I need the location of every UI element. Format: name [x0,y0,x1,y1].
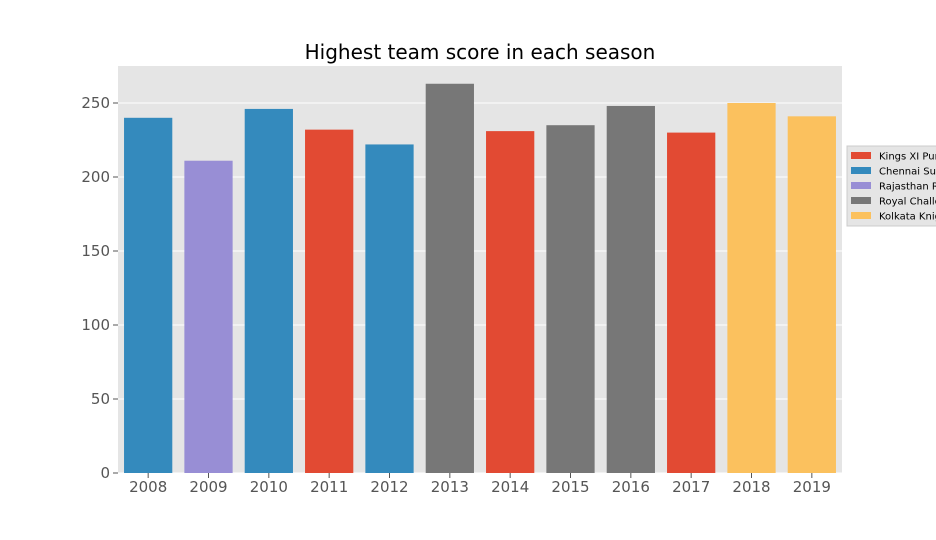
legend-label: Kolkata Knight Riders [879,212,936,223]
gridlines [118,102,842,474]
legend-swatch [851,167,871,174]
legend-swatch [851,212,871,219]
bar-2016 [606,105,655,474]
legend-label: Chennai Super Kings [879,167,936,178]
bar-2008 [124,117,173,474]
y-tick-label: 150 [81,242,110,260]
y-tick-label: 50 [91,390,110,408]
y-tick-label: 100 [81,316,110,334]
x-tick-label: 2010 [250,478,288,496]
x-tick-label: 2011 [310,478,348,496]
x-tick-label: 2009 [189,478,227,496]
legend-swatch [851,152,871,159]
bar-2011 [305,129,354,473]
bar-2009 [184,160,233,473]
x-axis-ticks: 2008 2009 2010 2011 2012 2013 2014 2015 2016 2017… [129,473,831,496]
bar-2015 [546,125,595,473]
y-axis-ticks: 0 50 100 150 200 250 [81,94,118,482]
x-tick-label: 2008 [129,478,167,496]
x-tick-label: 2019 [793,478,831,496]
x-tick-label: 2013 [431,478,469,496]
y-tick-label: 0 [100,464,110,482]
x-tick-label: 2014 [491,478,529,496]
legend: Kings XI Punjab Chennai Super Kings Rajast… [846,145,936,227]
legend-swatch [851,182,871,189]
y-tick-label: 200 [81,168,110,186]
legend-swatch [851,197,871,204]
plot-area [118,66,842,473]
chart-title: Highest team score in each season [305,40,656,64]
legend-label: Kings XI Punjab [879,152,936,163]
y-tick-label: 250 [81,94,110,112]
x-tick-label: 2016 [612,478,650,496]
x-tick-label: 2018 [732,478,770,496]
bar-2014 [486,131,535,473]
bar-2010 [244,108,293,474]
bar-2017 [667,132,716,473]
bar-2013 [425,83,474,473]
x-tick-label: 2017 [672,478,710,496]
legend-label: Royal Challengers Bangalore [879,197,936,208]
bar-2018 [727,103,776,473]
x-tick-label: 2012 [370,478,408,496]
bar-2019 [787,116,836,473]
legend-label: Rajasthan Royals [879,182,936,193]
bar-2012 [365,144,414,473]
bars [124,83,836,474]
x-tick-label: 2015 [551,478,589,496]
